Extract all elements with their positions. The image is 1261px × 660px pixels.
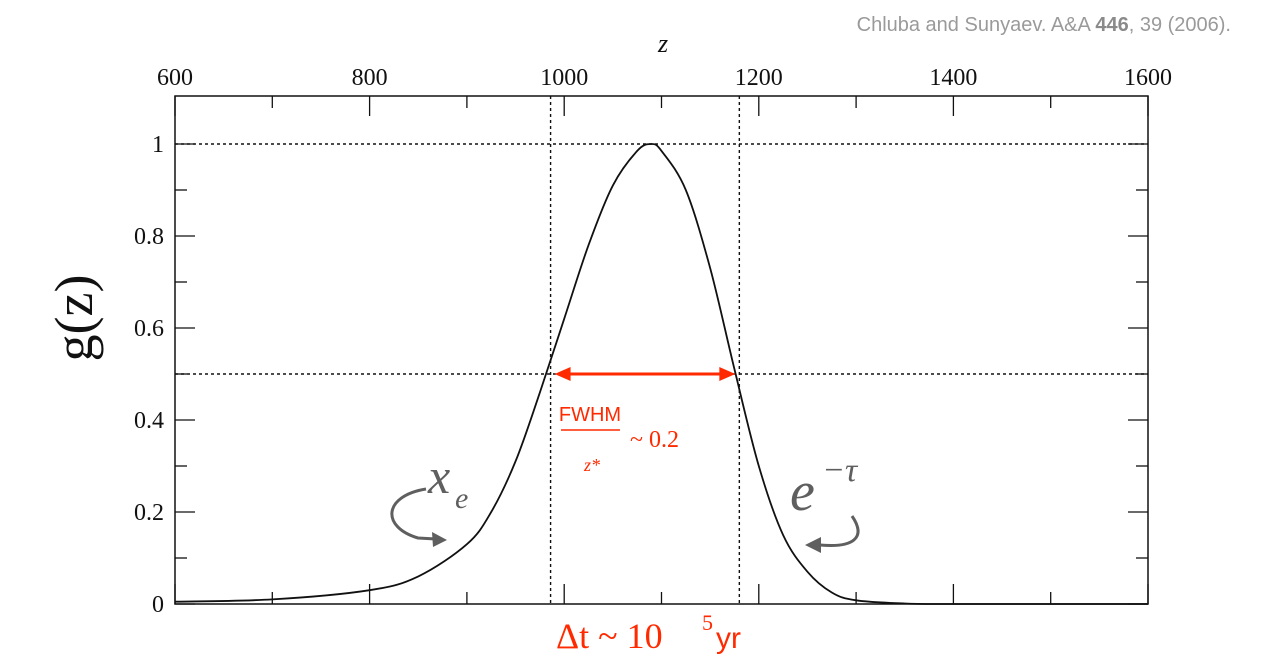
y-tick-label: 0.8 xyxy=(134,224,164,250)
axis-ticks xyxy=(174,96,1149,605)
fwhm-numerator: FWHM xyxy=(559,404,621,426)
citation-pages: , 39 (2006). xyxy=(1128,14,1231,36)
fwhm-arrowhead-right xyxy=(719,367,736,381)
fwhm-value: ~ 0.2 xyxy=(630,427,679,453)
y-axis-label: g(z) xyxy=(44,275,104,362)
bottom-label-prefix: Δt ~ 10 xyxy=(556,616,663,656)
y-tick-label: 1 xyxy=(152,132,164,158)
plot-frame-rect xyxy=(174,95,1149,605)
xe-subscript: e xyxy=(455,482,468,515)
fwhm-arrowhead-left xyxy=(554,367,571,381)
xe-label: x xyxy=(427,448,450,504)
bottom-label-exponent: 5 xyxy=(702,610,713,635)
y-tick-label: 0 xyxy=(152,592,164,618)
e-tau-label: e xyxy=(790,461,815,523)
x-tick-label: 600 xyxy=(157,65,193,91)
curves xyxy=(174,143,1148,605)
citation: Chluba and Sunyaev. A&A 446, 39 (2006). xyxy=(857,14,1231,37)
x-tick-label: 1000 xyxy=(540,65,588,91)
y-tick-label: 0.4 xyxy=(134,408,164,434)
x-tick-label: 800 xyxy=(352,65,388,91)
left-curved-arrow xyxy=(390,487,437,541)
reference-lines xyxy=(175,96,1148,604)
bottom-label: Δt ~ 10 5 yr xyxy=(556,610,741,656)
y-tick-label: 0.2 xyxy=(134,500,164,526)
x-tick-label: 1200 xyxy=(735,65,783,91)
plot-frame xyxy=(174,95,1149,605)
x-tick-label: 1600 xyxy=(1124,65,1172,91)
right-curve-annotation: e −τ xyxy=(790,452,860,553)
y-tick-label: 0.6 xyxy=(134,316,164,342)
x-tick-label: 1400 xyxy=(929,65,977,91)
left-arrowhead xyxy=(432,532,447,547)
citation-volume: 446 xyxy=(1095,14,1129,36)
left-curve-annotation: x e xyxy=(390,448,468,547)
fwhm-annotation: FWHM z* ~ 0.2 xyxy=(554,367,736,475)
axis-tick-labels: 600 800 1000 1200 1400 1600 0 0.2 0.4 0.6 0.8 1 xyxy=(134,65,1172,618)
citation-authors: Chluba and Sunyaev. A&A xyxy=(856,14,1096,36)
right-curved-arrow xyxy=(819,515,860,548)
x-axis-label: z xyxy=(657,29,668,58)
visibility-function-curve xyxy=(174,143,1148,605)
e-tau-superscript: −τ xyxy=(822,452,859,489)
bottom-label-unit: yr xyxy=(716,622,741,655)
fwhm-denominator: z* xyxy=(583,455,600,475)
right-arrowhead xyxy=(805,537,821,553)
